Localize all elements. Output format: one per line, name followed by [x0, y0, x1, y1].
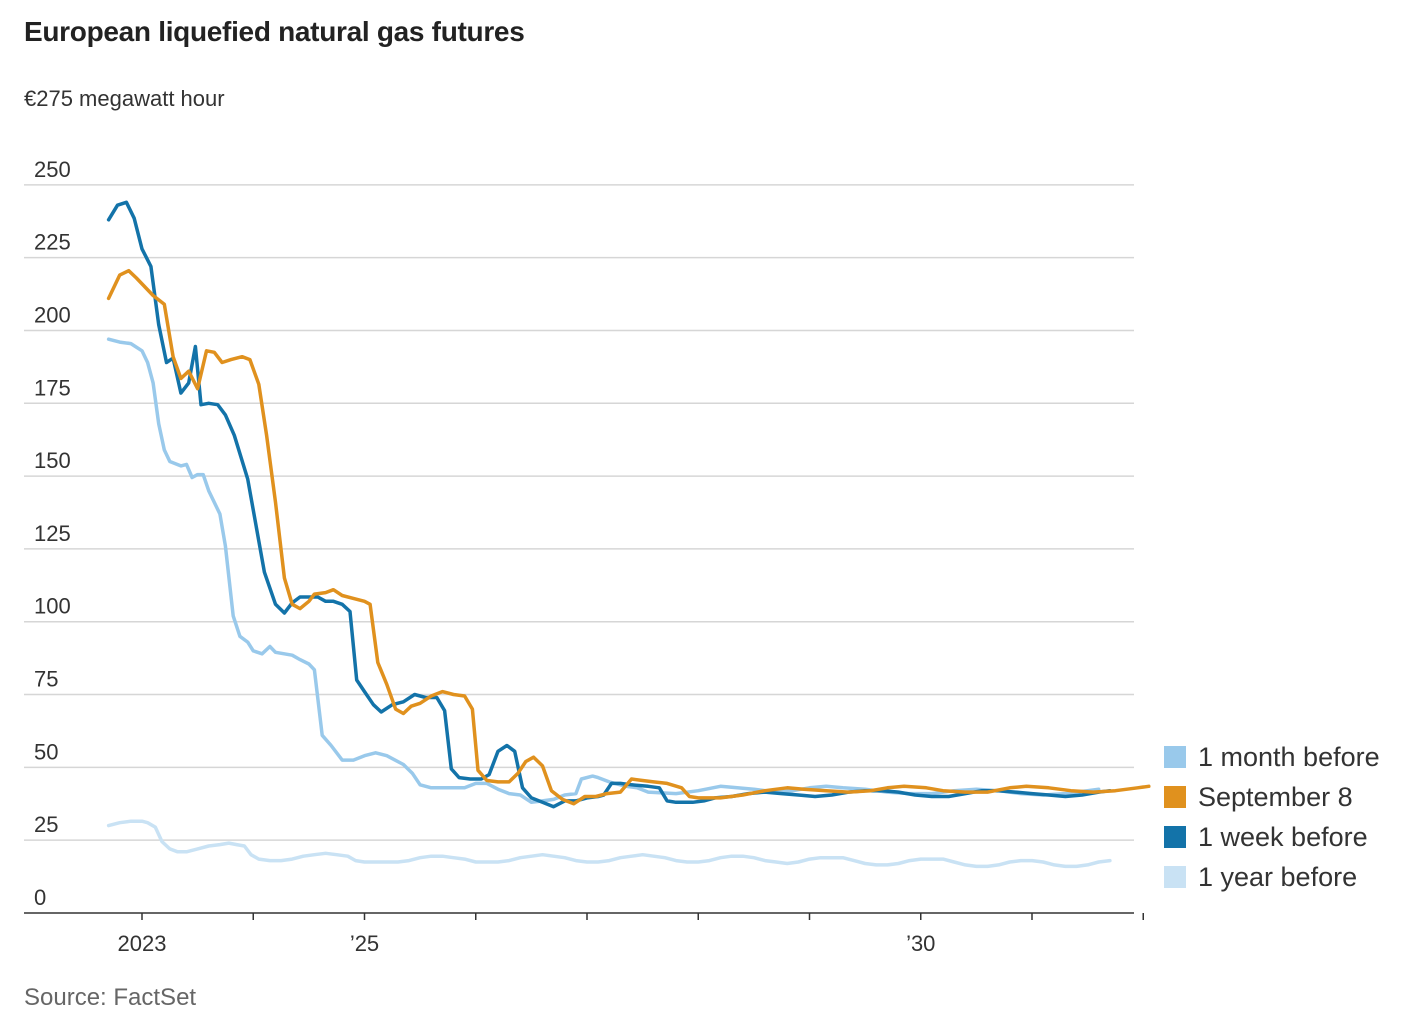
gridlines: [24, 184, 1134, 841]
legend-label: September 8: [1198, 781, 1353, 812]
y-tick-label: 0: [34, 885, 46, 910]
legend-swatch: [1164, 866, 1186, 888]
legend: 1 month before September 8 1 week before…: [1164, 737, 1380, 897]
y-tick-label: 250: [34, 157, 71, 182]
legend-swatch: [1164, 746, 1186, 768]
legend-item-1-week-before: 1 week before: [1164, 817, 1380, 857]
y-tick-label: 75: [34, 667, 58, 692]
legend-item-1-month-before: 1 month before: [1164, 737, 1380, 777]
x-tick-label: 2023: [118, 931, 167, 956]
y-tick-label: 100: [34, 594, 71, 619]
y-tick-label: 50: [34, 739, 58, 764]
y-tick-labels: 0 25 50 75 100 125 150 175 200 225 250: [34, 157, 71, 910]
series-line-1-year-before: [106, 819, 1112, 869]
legend-label: 1 month before: [1198, 741, 1380, 772]
legend-swatch: [1164, 826, 1186, 848]
legend-label: 1 week before: [1198, 821, 1368, 852]
y-tick-label: 225: [34, 230, 71, 255]
legend-swatch: [1164, 786, 1186, 808]
series-line-september-8: [106, 268, 1151, 806]
x-axis: 2023 ’25 ’30: [24, 912, 1144, 956]
legend-item-september-8: September 8: [1164, 777, 1380, 817]
series-line-1-week-before: [106, 200, 1112, 809]
series-line-1-month-before: [106, 337, 1101, 805]
y-tick-label: 175: [34, 375, 71, 400]
y-axis-unit-label: €275 megawatt hour: [24, 86, 225, 111]
chart-title: European liquefied natural gas futures: [24, 16, 525, 47]
legend-label: 1 year before: [1198, 861, 1358, 892]
legend-item-1-year-before: 1 year before: [1164, 857, 1380, 897]
y-tick-label: 200: [34, 302, 71, 327]
x-tick-label: ’30: [906, 931, 935, 956]
y-tick-label: 150: [34, 448, 71, 473]
y-tick-label: 25: [34, 812, 58, 837]
y-tick-label: 125: [34, 521, 71, 546]
series-lines: [106, 200, 1151, 869]
source-note: Source: FactSet: [24, 984, 197, 1011]
x-tick-label: ’25: [350, 931, 379, 956]
